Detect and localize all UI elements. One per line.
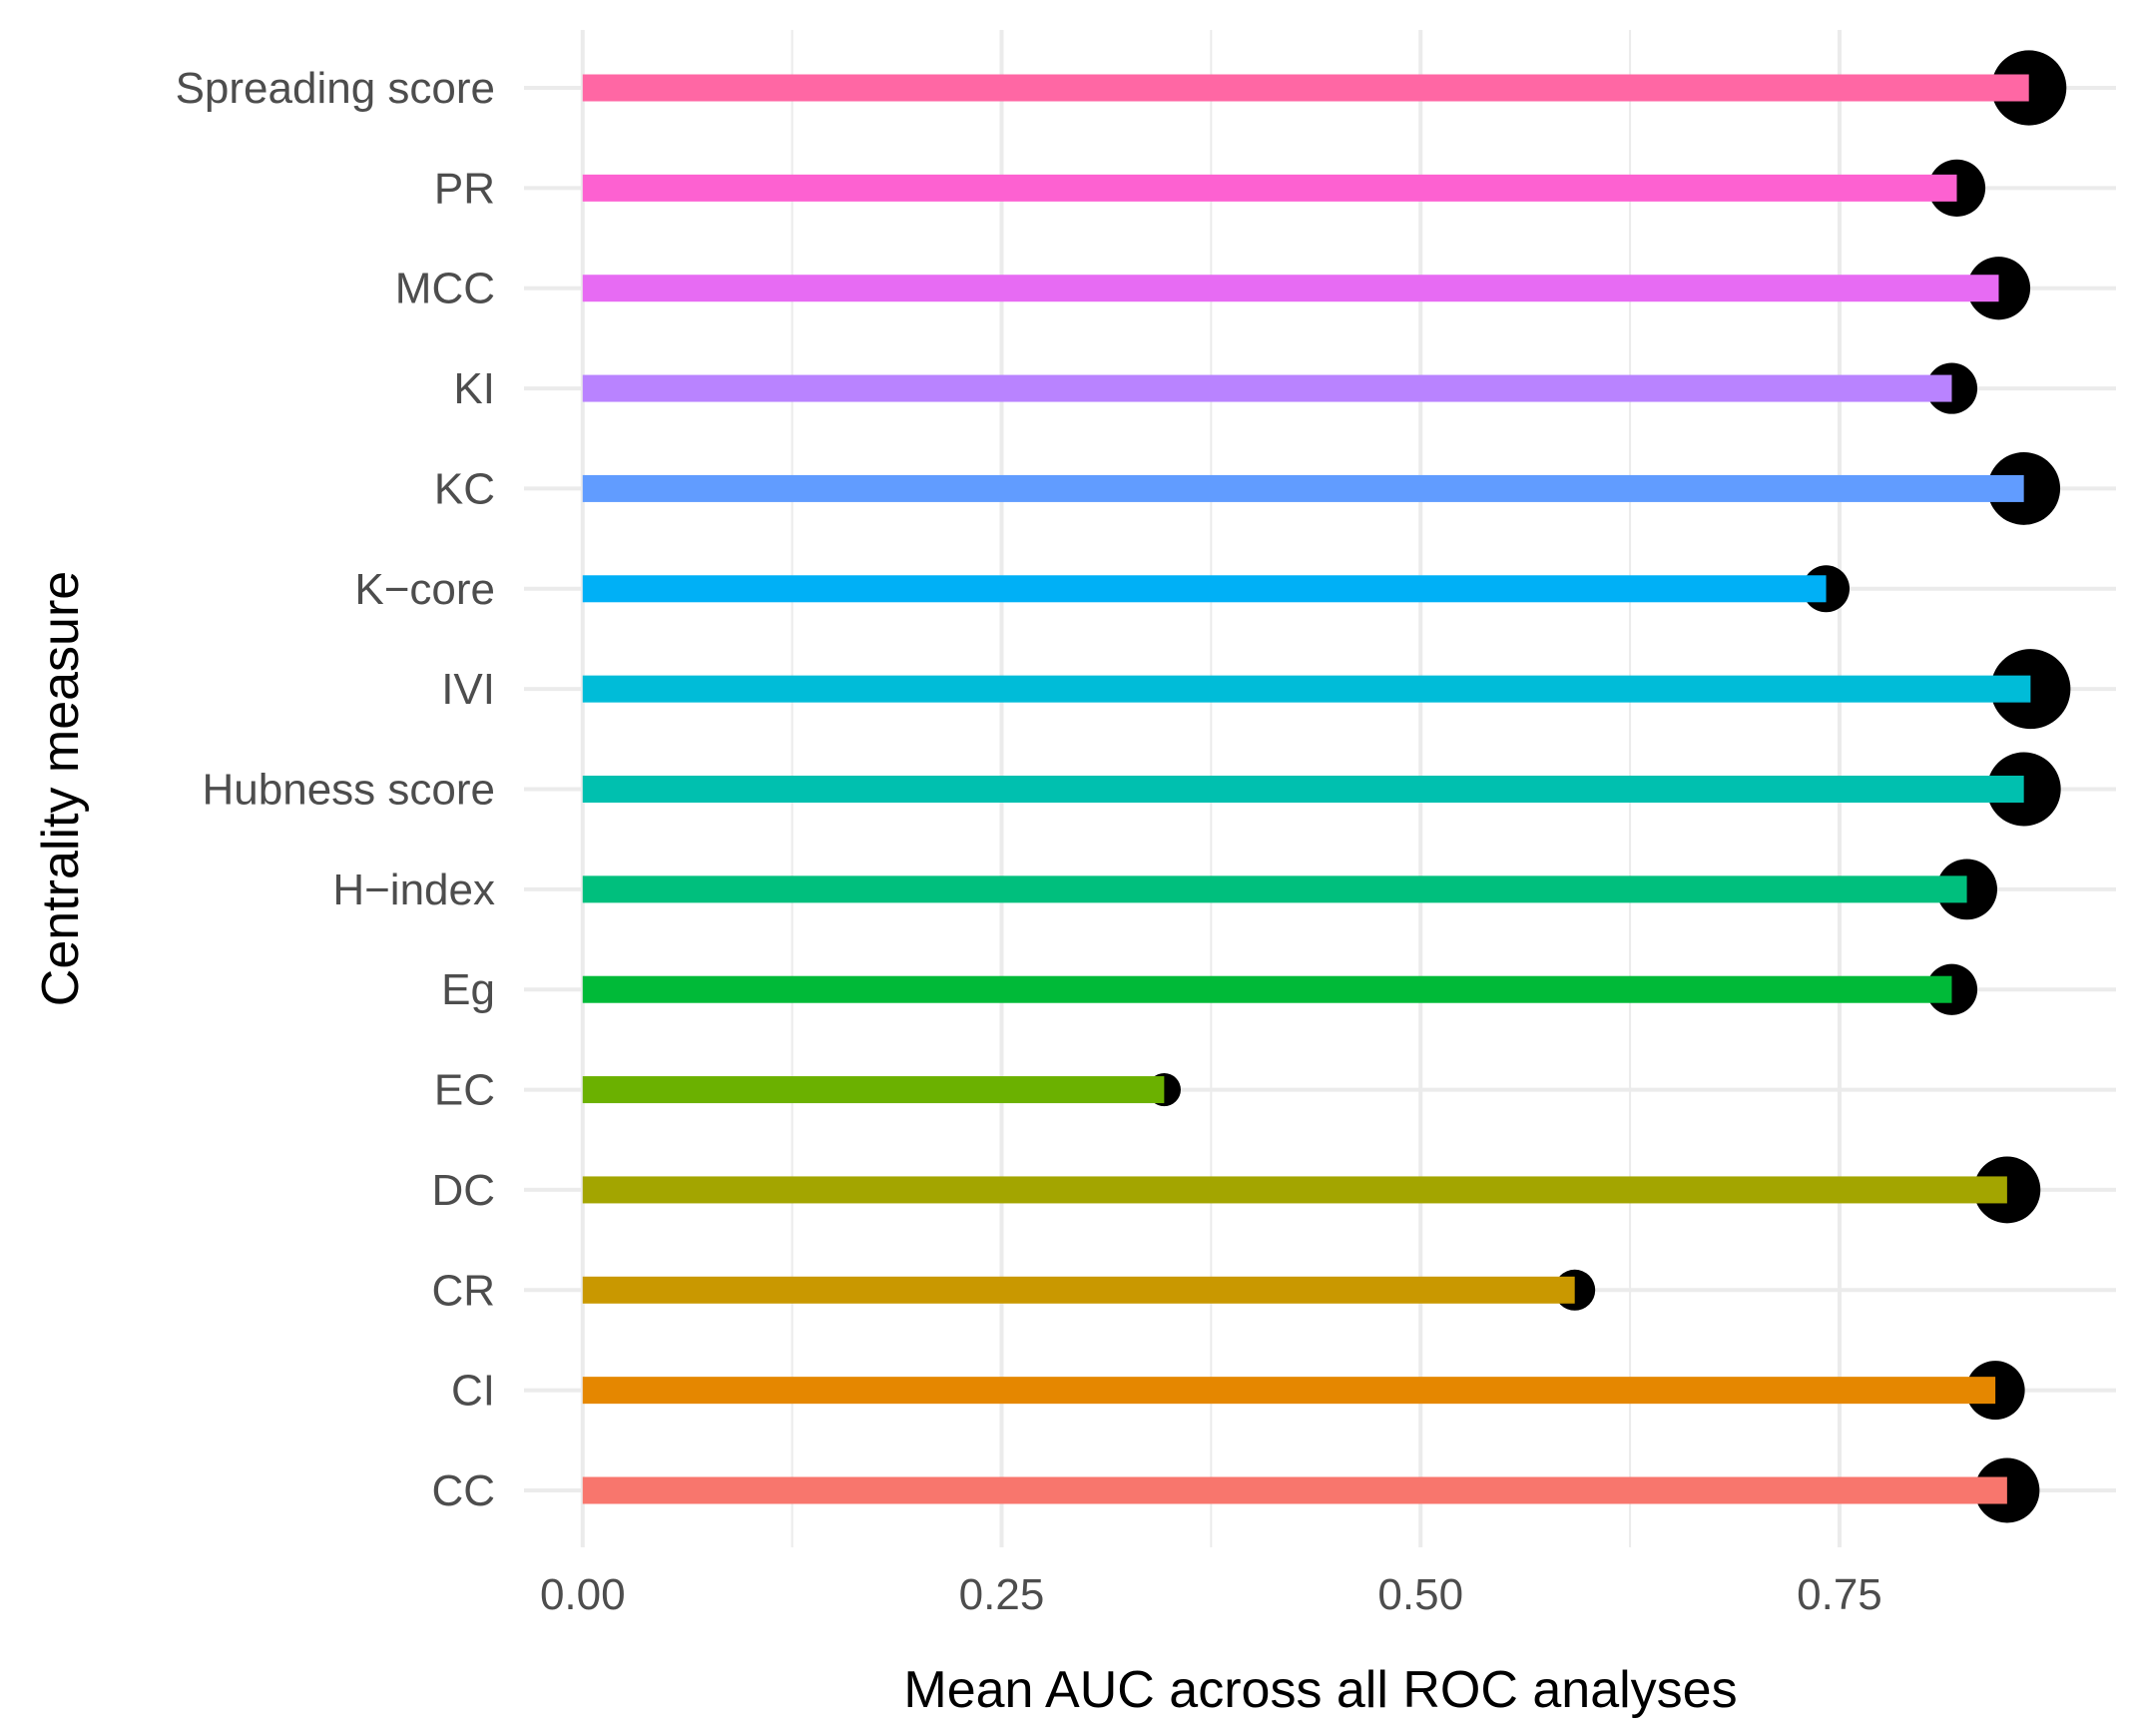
- y-tick-label: IVI: [441, 665, 495, 714]
- bar-group: [582, 74, 2031, 1504]
- bar-ci: [582, 1377, 1996, 1405]
- x-tick-label: 0.25: [959, 1570, 1045, 1619]
- y-tick-label: MCC: [395, 265, 495, 313]
- y-axis-title: Centrality measure: [32, 571, 90, 1006]
- bar-spreading-score: [582, 74, 2029, 102]
- y-tick-label: CC: [431, 1466, 495, 1515]
- y-tick-label: EC: [434, 1066, 495, 1115]
- bar-ivi: [582, 675, 2031, 703]
- x-tick-labels: 0.00 0.25 0.50 0.75: [540, 1570, 1882, 1619]
- y-tick-label: K−core: [354, 565, 495, 614]
- bar-k-core: [582, 575, 1827, 603]
- x-tick-label: 0.50: [1377, 1570, 1463, 1619]
- bar-ki: [582, 374, 1952, 402]
- y-tick-label: Spreading score: [176, 64, 495, 113]
- bar-eg: [582, 975, 1952, 1003]
- bar-h-index: [582, 875, 1967, 903]
- y-tick-label: DC: [431, 1166, 495, 1215]
- y-tick-label: PR: [434, 164, 495, 213]
- y-tick-label: CR: [431, 1266, 495, 1315]
- x-tick-label: 0.00: [540, 1570, 626, 1619]
- bar-dc: [582, 1176, 2007, 1204]
- bar-kc: [582, 474, 2024, 502]
- x-tick-label: 0.75: [1797, 1570, 1882, 1619]
- y-tick-labels: CC CI CR DC EC Eg H−index Hubness score IVI K−cor…: [176, 64, 495, 1515]
- bar-ec: [582, 1076, 1165, 1104]
- y-tick-label: H−index: [332, 866, 495, 914]
- bar-cc: [582, 1476, 2007, 1504]
- y-tick-label: CI: [451, 1367, 495, 1416]
- y-tick-label: Hubness score: [203, 766, 495, 815]
- bar-hubness-score: [582, 776, 2024, 803]
- x-axis-title: Mean AUC across all ROC analyses: [903, 1661, 1737, 1719]
- bar-pr: [582, 174, 1957, 202]
- y-tick-label: KC: [434, 464, 495, 513]
- bar-mcc: [582, 275, 1999, 302]
- bar-cr: [582, 1276, 1575, 1304]
- y-tick-label: Eg: [441, 965, 495, 1014]
- y-tick-label: KI: [453, 364, 495, 413]
